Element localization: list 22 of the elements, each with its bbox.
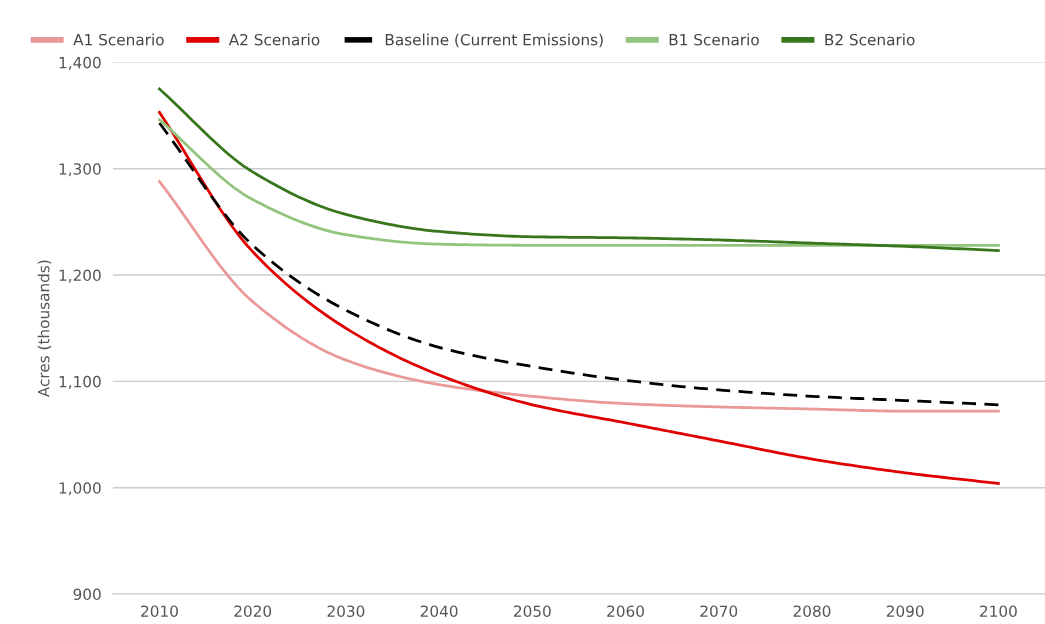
x-tick-label: 2050 — [514, 605, 551, 617]
legend-label: A2 Scenario — [228, 33, 320, 46]
legend-label: Baseline (Current Emissions) — [385, 33, 603, 48]
y-tick-label: 1,200 — [59, 269, 101, 283]
x-tick-label: 2010 — [141, 605, 178, 617]
x-tick-label: 2020 — [234, 605, 272, 617]
y-tick-label: 1,400 — [59, 56, 101, 70]
x-tick-label: 2040 — [420, 605, 458, 617]
x-tick-label: 2060 — [607, 605, 644, 617]
x-tick-label: 2080 — [793, 605, 831, 617]
y-tick-label: 1,100 — [59, 375, 101, 389]
y-axis-title: Acres (thousands) — [37, 260, 52, 398]
y-tick-label: 900 — [73, 588, 101, 601]
legend-label: A1 Scenario — [73, 33, 164, 46]
legend-label: B1 Scenario — [669, 33, 759, 46]
x-tick-label: 2100 — [980, 605, 1017, 617]
x-tick-label: 2070 — [700, 605, 738, 617]
x-tick-label: 2090 — [886, 605, 924, 617]
legend-label: B2 Scenario — [825, 33, 915, 46]
x-tick-label: 2030 — [327, 605, 365, 617]
y-tick-label: 1,000 — [59, 482, 101, 496]
y-tick-label: 1,300 — [59, 163, 101, 177]
